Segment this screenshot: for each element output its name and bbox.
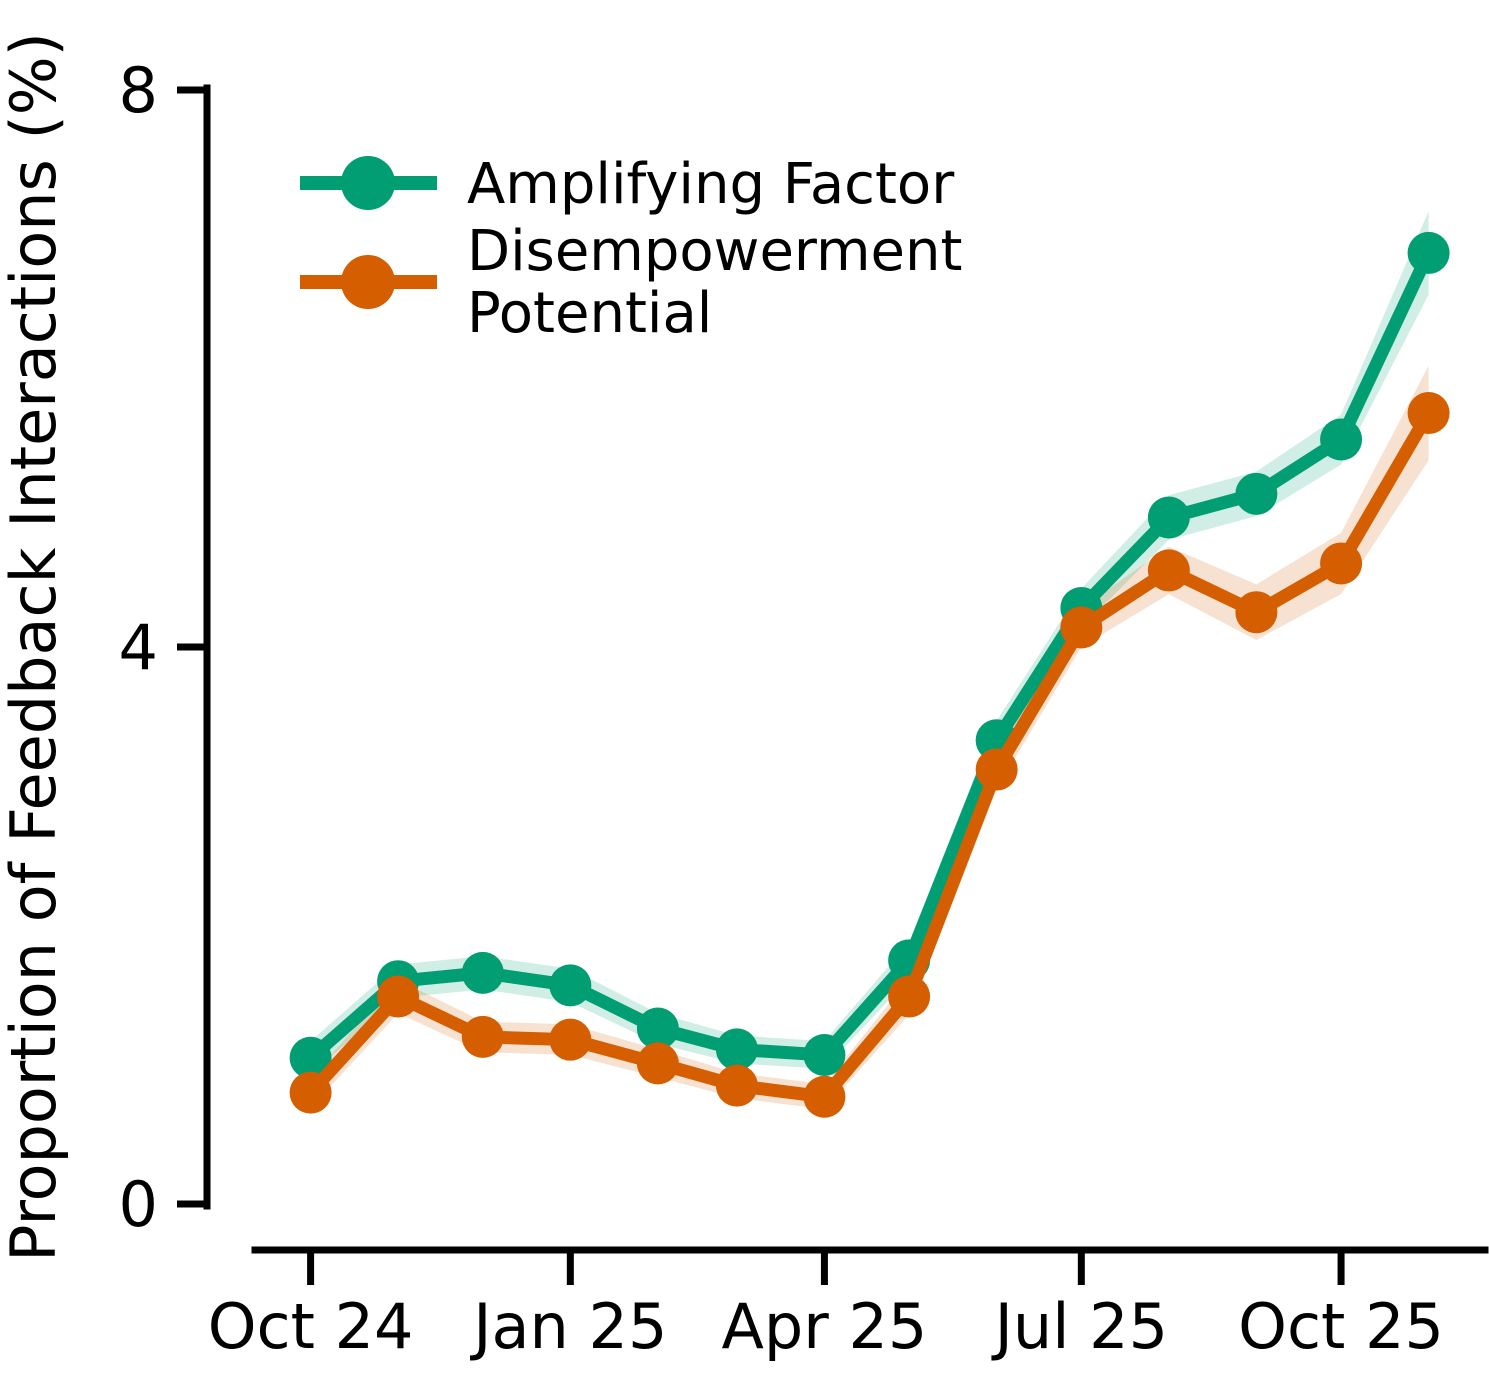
data-point-amplifying-factor-oct-24 <box>289 1036 332 1079</box>
data-point-disempowerment-potential-oct-24 <box>289 1071 332 1114</box>
x-ticks <box>307 1252 1345 1285</box>
data-point-amplifying-factor-apr-25 <box>803 1034 846 1077</box>
data-point-amplifying-factor-oct-25 <box>1320 418 1363 461</box>
legend-label-disempowerment-line1: Disempowerment <box>467 219 962 284</box>
legend-label-amplifying-factor: Amplifying Factor <box>467 152 955 217</box>
data-point-disempowerment-potential-may-25 <box>888 975 931 1018</box>
legend: Amplifying Factor Disempowerment Potenti… <box>300 152 962 346</box>
series-amplifying-factor <box>289 231 1450 1079</box>
data-point-disempowerment-potential-sep-25 <box>1235 591 1278 634</box>
y-tick-labels: 0 4 8 <box>119 54 158 1241</box>
x-tick-label: Jan 25 <box>469 1290 667 1363</box>
legend-marker-amplifying-factor <box>341 156 395 210</box>
x-tick-label: Oct 24 <box>208 1290 414 1363</box>
y-ticks <box>177 86 207 1208</box>
data-point-disempowerment-potential-nov-24 <box>377 975 420 1018</box>
x-axis: Oct 24 Jan 25 Apr 25 Jul 25 Oct 25 <box>208 1246 1489 1363</box>
confidence-bands-layer <box>310 211 1429 1110</box>
confidence-band-amplifying-factor <box>310 211 1429 1075</box>
data-point-amplifying-factor-aug-25 <box>1147 496 1190 539</box>
legend-label-disempowerment-line2: Potential <box>467 281 712 346</box>
series-line-amplifying-factor <box>304 246 1436 1065</box>
x-tick-label: Apr 25 <box>721 1290 927 1363</box>
y-tick-label: 8 <box>119 54 158 127</box>
data-point-disempowerment-potential-jun-25 <box>975 748 1018 791</box>
series-layer <box>289 231 1450 1118</box>
data-point-amplifying-factor-nov-25 <box>1407 231 1450 274</box>
data-point-amplifying-factor-sep-25 <box>1235 472 1278 515</box>
data-point-amplifying-factor-mar-25 <box>715 1028 758 1071</box>
data-point-disempowerment-potential-oct-25 <box>1320 542 1363 585</box>
series-disempowerment-potential <box>289 392 1450 1118</box>
legend-marker-disempowerment-potential <box>341 255 395 309</box>
y-tick-label: 0 <box>119 1168 158 1241</box>
data-point-disempowerment-potential-nov-25 <box>1407 392 1450 435</box>
y-axis-title: Proportion of Feedback Interactions (%) <box>0 32 70 1262</box>
data-point-disempowerment-potential-feb-25 <box>636 1042 679 1085</box>
data-point-amplifying-factor-jan-25 <box>549 964 592 1007</box>
data-point-disempowerment-potential-jan-25 <box>549 1018 592 1061</box>
data-point-disempowerment-potential-jul-25 <box>1060 606 1103 649</box>
y-axis: 0 4 8 <box>119 54 211 1241</box>
data-point-disempowerment-potential-mar-25 <box>715 1064 758 1107</box>
data-point-disempowerment-potential-aug-25 <box>1147 549 1190 592</box>
x-tick-labels: Oct 24 Jan 25 Apr 25 Jul 25 Oct 25 <box>208 1290 1444 1363</box>
data-point-disempowerment-potential-dec-24 <box>461 1015 504 1058</box>
x-tick-label: Jul 25 <box>991 1290 1168 1363</box>
data-point-amplifying-factor-dec-24 <box>461 951 504 994</box>
x-tick-label: Oct 25 <box>1238 1290 1444 1363</box>
y-tick-label: 4 <box>119 611 158 684</box>
data-point-amplifying-factor-feb-25 <box>636 1007 679 1050</box>
data-point-disempowerment-potential-apr-25 <box>803 1075 846 1118</box>
